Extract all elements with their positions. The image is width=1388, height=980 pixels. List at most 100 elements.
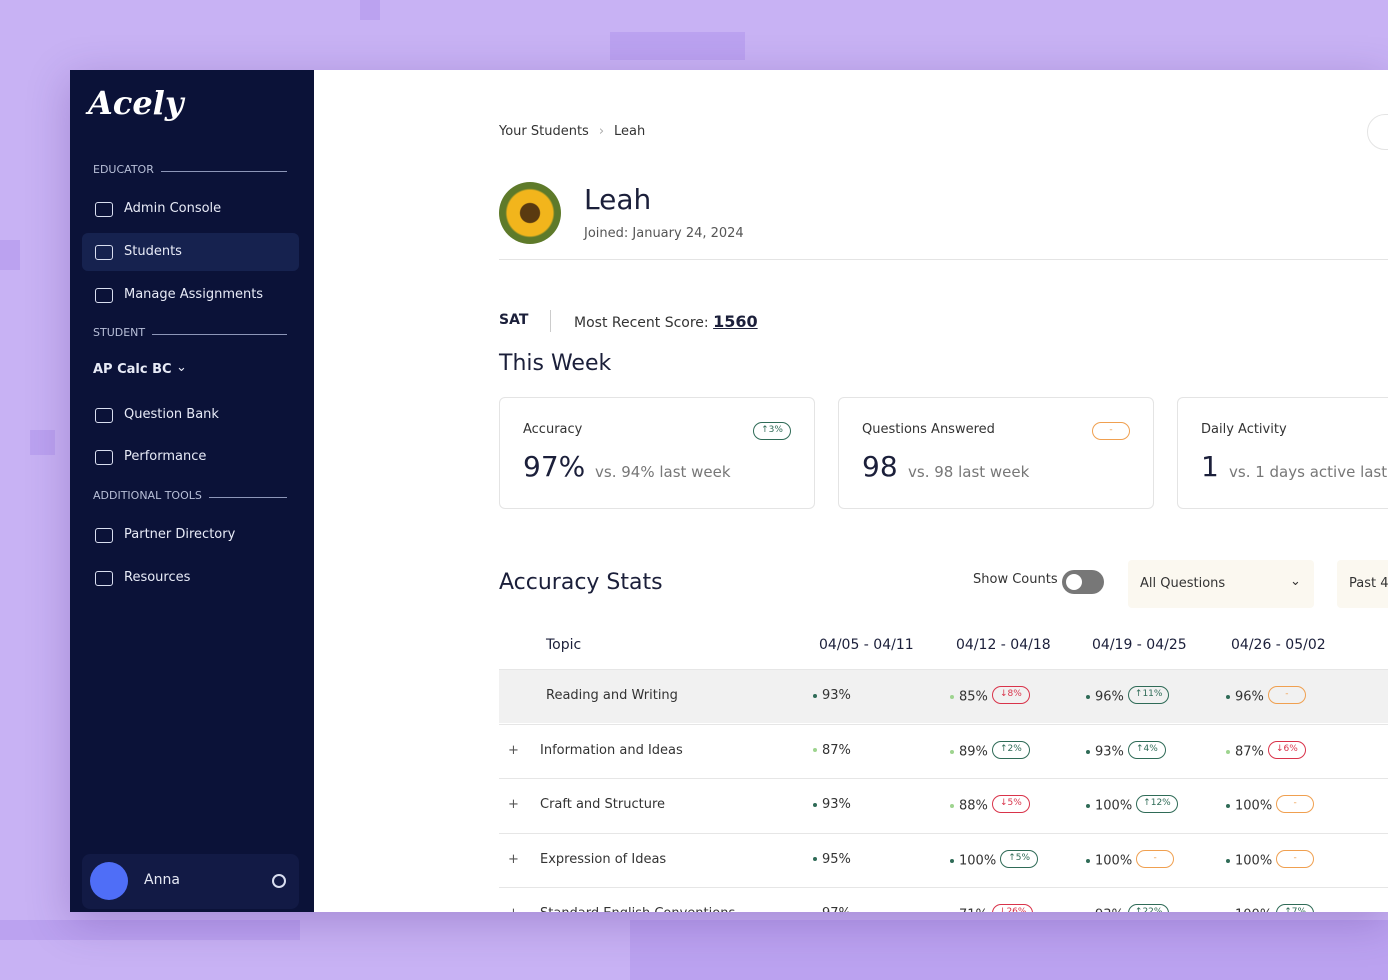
stat-card: Questions Answered - 98 vs. 98 last week xyxy=(838,397,1154,509)
nav-item[interactable]: Students xyxy=(124,244,182,259)
cell-value: 88% xyxy=(959,798,988,814)
table-row: Reading and Writing 93% 85% ↓8% 96% ↑11% 96% - xyxy=(499,669,1388,723)
delta-badge: ↑22% xyxy=(1127,904,1170,912)
expand-button[interactable]: + xyxy=(508,851,519,867)
topic: Expression of Ideas xyxy=(540,851,667,867)
cell-value: 100% xyxy=(1235,853,1273,868)
topic: Standard English Conventions xyxy=(540,906,735,912)
nav-icon xyxy=(95,245,113,260)
cell-value: 100% xyxy=(1095,798,1133,814)
nav-item[interactable]: Manage Assignments xyxy=(124,287,264,302)
section-label: STUDENT xyxy=(93,326,146,339)
table-row: + Information and Ideas 87% 89% ↑2% 93% ↑4% 87%… xyxy=(499,723,1388,778)
cell: 100% - xyxy=(1086,849,1175,870)
cell: 87% xyxy=(813,743,851,758)
cell: 96% - xyxy=(1226,686,1306,706)
column-header: 04/26 - 05/02 xyxy=(1231,637,1326,653)
cell: 93% xyxy=(813,688,851,703)
period-dropdown[interactable]: Past 4 Weeks xyxy=(1337,560,1388,608)
topic: Reading and Writing xyxy=(546,688,678,703)
dot xyxy=(813,748,817,752)
profile-joined: Joined: January 24, 2024 xyxy=(584,226,744,241)
dot xyxy=(1226,749,1230,754)
dot xyxy=(1086,695,1090,699)
toggle[interactable] xyxy=(1062,570,1104,594)
cell-value: 87% xyxy=(1235,744,1264,759)
delta-badge: ↑7% xyxy=(1276,904,1315,912)
dot xyxy=(813,911,817,912)
table-row: + Standard English Conventions 97% 71%↓26% 9… xyxy=(499,887,1388,912)
nav-item[interactable]: Question Bank xyxy=(124,407,219,422)
nav-item[interactable]: Resources xyxy=(124,570,191,585)
topic: Craft and Structure xyxy=(540,797,666,812)
settings-icon[interactable] xyxy=(272,874,286,888)
expand-button[interactable]: + xyxy=(508,797,519,812)
test-name: SAT xyxy=(499,312,529,328)
cell: 93%↑22% xyxy=(1086,904,1170,913)
nav-icon xyxy=(95,571,113,586)
cell: 100% ↑7% xyxy=(1226,904,1315,912)
course-select[interactable]: AP Calc BC xyxy=(93,362,172,377)
cell: 93% xyxy=(813,797,851,812)
top-button[interactable] xyxy=(1367,114,1388,150)
nav-icon xyxy=(95,450,113,465)
user-name: Anna xyxy=(144,872,180,888)
brand: Acely xyxy=(88,84,184,122)
cell-value: 97% xyxy=(822,906,851,912)
delta-badge: - xyxy=(1136,849,1175,868)
filter-dropdown[interactable]: All Questions ⌄ xyxy=(1128,560,1314,608)
cell: 96% ↑11% xyxy=(1086,686,1170,706)
cell-value: 96% xyxy=(1095,689,1124,705)
breadcrumb-link[interactable]: Your Students xyxy=(499,124,589,139)
column-header: 04/05 - 04/11 xyxy=(819,637,914,653)
score-value[interactable]: 1560 xyxy=(713,312,758,331)
delta-badge: ↓26% xyxy=(991,904,1034,912)
nav-item[interactable]: Performance xyxy=(124,449,207,464)
cell-value: 95% xyxy=(822,851,851,867)
topic: Information and Ideas xyxy=(540,742,683,758)
nav-icon xyxy=(95,288,113,303)
cell-value: 100% xyxy=(1235,798,1273,814)
dot xyxy=(813,857,817,861)
cell-value: 93% xyxy=(1095,908,1124,913)
card-label: Daily Activity xyxy=(1201,422,1287,437)
cell-value: 87% xyxy=(822,742,851,758)
profile-name: Leah xyxy=(584,183,652,216)
nav-item[interactable]: Admin Console xyxy=(124,201,222,216)
expand-button[interactable]: + xyxy=(508,906,519,912)
breadcrumb-current: Leah xyxy=(614,124,646,139)
sidebar: Acely Anna EDUCATOR Admin Console Students… xyxy=(70,70,314,912)
column-header: Topic xyxy=(546,637,582,653)
toggle-label: Show Counts xyxy=(973,572,1058,587)
cell: 100% ↑5% xyxy=(950,849,1039,870)
cell-value: 85% xyxy=(959,689,988,705)
cell: 87% ↓6% xyxy=(1226,740,1306,761)
dot xyxy=(1226,695,1230,699)
cell-value: 93% xyxy=(822,797,851,812)
card-badge: ↑3% xyxy=(753,422,791,440)
delta-badge: - xyxy=(1276,795,1315,813)
section-rule xyxy=(152,334,287,335)
dot xyxy=(813,693,817,698)
nav-item[interactable]: Partner Directory xyxy=(124,527,236,542)
section-rule xyxy=(209,497,287,498)
app-window: Acely Anna EDUCATOR Admin Console Students… xyxy=(70,70,1388,912)
cell: 100% - xyxy=(1226,795,1315,815)
delta-badge: ↓5% xyxy=(991,795,1030,813)
cell: 85% ↓8% xyxy=(950,686,1030,706)
cell: 100% ↑12% xyxy=(1086,795,1178,815)
separator xyxy=(550,310,551,332)
stat-card: Accuracy ↑3% 97% vs. 94% last week xyxy=(499,397,815,509)
section-rule xyxy=(161,171,287,172)
cell: 93% ↑4% xyxy=(1086,740,1166,761)
expand-button[interactable]: + xyxy=(508,742,519,758)
card-compare: vs. 98 last week xyxy=(908,463,1030,481)
bg-square xyxy=(0,240,20,270)
section-label: EDUCATOR xyxy=(93,163,154,176)
delta-badge: - xyxy=(1267,686,1306,704)
bg-square xyxy=(610,32,745,60)
cell: 97% xyxy=(813,906,851,912)
cell: 95% xyxy=(813,852,851,867)
delta-badge: ↑2% xyxy=(991,740,1030,759)
